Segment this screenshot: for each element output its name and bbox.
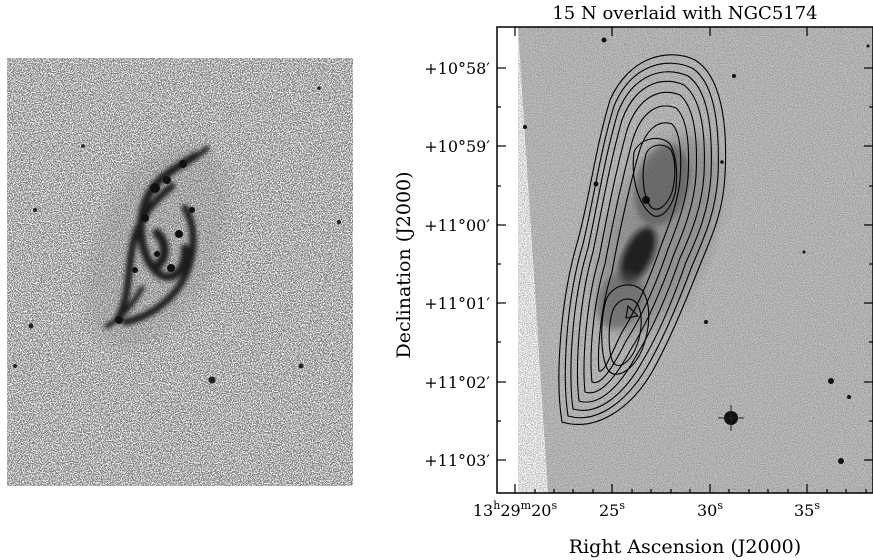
- y-tick-label: +10°58′: [424, 59, 490, 78]
- y-tick-labels: +10°58′ +10°59′ +11°00′ +11°01′ +11°02′ …: [424, 59, 490, 470]
- hii-regions: [115, 160, 195, 324]
- x-ticks: [514, 27, 867, 493]
- contour-overlay-panel: 15 N overlaid with NGC5174 +10°58′ +10°5…: [380, 0, 873, 560]
- y-tick-label: +11°02′: [424, 373, 490, 392]
- plot-title: 15 N overlaid with NGC5174: [552, 3, 817, 24]
- contour-overlay-svg: 15 N overlaid with NGC5174 +10°58′ +10°5…: [393, 3, 873, 558]
- field-stars: [13, 86, 341, 384]
- y-axis-label: Declination (J2000): [393, 171, 415, 358]
- x-tick-label: 35s: [794, 499, 820, 520]
- y-tick-label: +11°03′: [424, 451, 490, 470]
- x-tick-label: 25s: [599, 499, 625, 520]
- y-tick-label: +11°01′: [424, 294, 490, 313]
- x-tick-label: 30s: [697, 499, 723, 520]
- x-axis-label: Right Ascension (J2000): [569, 536, 801, 558]
- y-tick-label: +11°00′: [424, 216, 490, 235]
- x-tick-labels: 13h29m20s 25s 30s 35s: [473, 499, 820, 520]
- galaxy-halo: [84, 142, 230, 350]
- hi-contours: [558, 54, 727, 425]
- y-ticks: [497, 67, 873, 461]
- y-tick-label: +10°59′: [424, 137, 490, 156]
- plot-frame: [496, 26, 873, 494]
- star-spikes: [718, 405, 744, 431]
- x-tick-label-first: 13h29m20s: [473, 499, 558, 520]
- optical-galaxy-svg: [7, 58, 353, 486]
- optical-galaxy-image: [7, 58, 353, 486]
